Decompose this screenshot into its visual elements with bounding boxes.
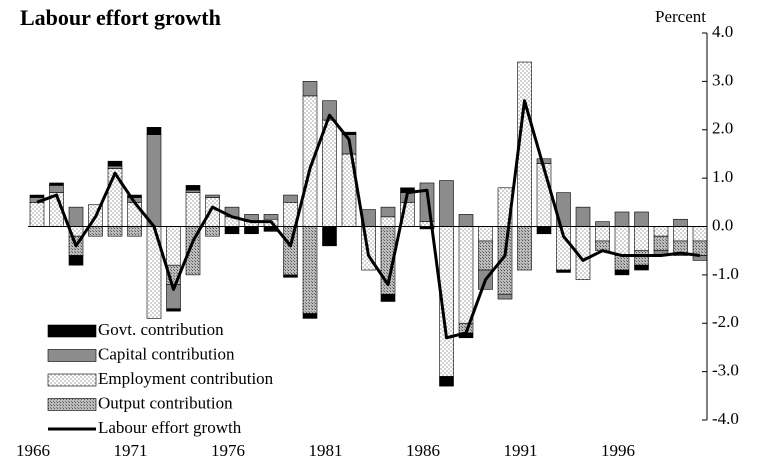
y-tick-label: 2.0 <box>712 119 733 138</box>
legend-swatch <box>47 349 97 362</box>
bar-segment <box>614 226 630 256</box>
bar-segment <box>302 81 318 97</box>
x-tick-label: 1991 <box>504 441 538 460</box>
bar-segment <box>673 240 688 256</box>
bar-segment <box>283 274 298 278</box>
bar-segment <box>224 226 240 235</box>
bar-segment <box>68 206 84 227</box>
bar-segment <box>673 218 688 227</box>
bar-segment <box>634 264 649 271</box>
y-tick-label: 3.0 <box>712 70 733 89</box>
bar-segment <box>127 226 142 237</box>
bar-segment <box>302 226 318 314</box>
bar-segment <box>614 211 630 227</box>
x-tick-label: 1981 <box>309 441 343 460</box>
bar-segment <box>653 235 669 251</box>
bar-segment <box>595 221 610 227</box>
bar-segment <box>185 189 201 193</box>
line <box>36 99 701 340</box>
bar-segment <box>673 226 688 242</box>
bar-segment <box>614 255 630 271</box>
bar-segment <box>146 134 162 227</box>
bar-segment <box>497 293 513 300</box>
legend-swatch <box>47 398 97 411</box>
bar-segment <box>244 226 259 235</box>
bar-segment <box>322 226 337 247</box>
x-tick-label: 1996 <box>601 441 635 460</box>
bar-segment <box>692 226 708 242</box>
bar-segment <box>185 192 201 227</box>
bar-segment <box>380 293 396 302</box>
bar-segment <box>146 127 162 135</box>
bar-segment <box>536 226 552 235</box>
legend-label: Output contribution <box>98 393 233 412</box>
bar-segment <box>49 185 64 193</box>
bar-segment <box>166 226 181 266</box>
bar-segment <box>634 211 649 227</box>
legend-swatch <box>47 324 97 338</box>
bar-segment <box>49 182 64 186</box>
bar-segment <box>575 206 591 227</box>
y-tick-label: -4.0 <box>712 409 739 428</box>
bar-segment <box>478 240 493 271</box>
bar-segment <box>322 100 337 121</box>
bar-segment <box>595 226 610 242</box>
bar-segment <box>536 158 552 164</box>
legend-label: Govt. contribution <box>98 320 224 339</box>
bar-segment <box>634 250 649 266</box>
y-axis-label: Percent <box>655 7 706 26</box>
bar-segment <box>517 226 532 271</box>
y-tick-label: -2.0 <box>712 312 739 331</box>
bar-segment <box>29 194 45 198</box>
bar-segment <box>185 185 201 191</box>
y-tick-label: 1.0 <box>712 167 733 186</box>
bar-segment <box>458 214 474 227</box>
bar-segment <box>127 194 142 198</box>
bar-segment <box>68 255 84 266</box>
bar-segment <box>205 194 220 198</box>
bar-segment <box>88 226 103 237</box>
bar-segment <box>29 202 45 227</box>
bar-segment <box>263 214 279 220</box>
bar-segment <box>107 168 123 227</box>
bar-segment <box>322 119 337 227</box>
bar-segment <box>107 160 123 167</box>
legend-label: Capital contribution <box>98 344 235 363</box>
bar-segment <box>653 226 669 237</box>
bar-segment <box>283 194 298 203</box>
bar-segment <box>205 226 220 237</box>
bar-segment <box>458 226 474 324</box>
bar-segment <box>380 216 396 227</box>
bar-segment <box>107 165 123 169</box>
x-tick-label: 1966 <box>16 441 50 460</box>
bar-segment <box>692 240 708 256</box>
bar-segment <box>439 180 454 227</box>
bar-segment <box>283 226 298 276</box>
bar-segment <box>439 376 454 387</box>
bar-segment <box>634 226 649 251</box>
bar-segment <box>380 206 396 218</box>
bar-segment <box>166 308 181 312</box>
y-tick-label: -3.0 <box>712 361 739 380</box>
legend-swatch <box>47 373 97 387</box>
y-tick-label: 0.0 <box>712 215 733 234</box>
y-tick-label: -1.0 <box>712 264 739 283</box>
bar-segment <box>302 313 318 319</box>
bar-segment <box>341 131 357 135</box>
bar-segment <box>614 269 630 276</box>
bar-segment <box>127 202 142 227</box>
bar-segment <box>107 226 123 237</box>
legend-label: Labour effort growth <box>98 418 242 437</box>
bar-segment <box>205 197 220 227</box>
bar-segment <box>478 226 493 242</box>
chart-title: Labour effort growth <box>20 5 221 30</box>
bar-segment <box>302 95 318 227</box>
y-tick-label: 4.0 <box>712 22 733 41</box>
x-tick-label: 1986 <box>406 441 440 460</box>
x-tick-label: 1976 <box>211 441 245 460</box>
x-tick-label: 1971 <box>114 441 148 460</box>
bar-segment <box>556 269 571 273</box>
legend-label: Employment contribution <box>98 369 274 388</box>
